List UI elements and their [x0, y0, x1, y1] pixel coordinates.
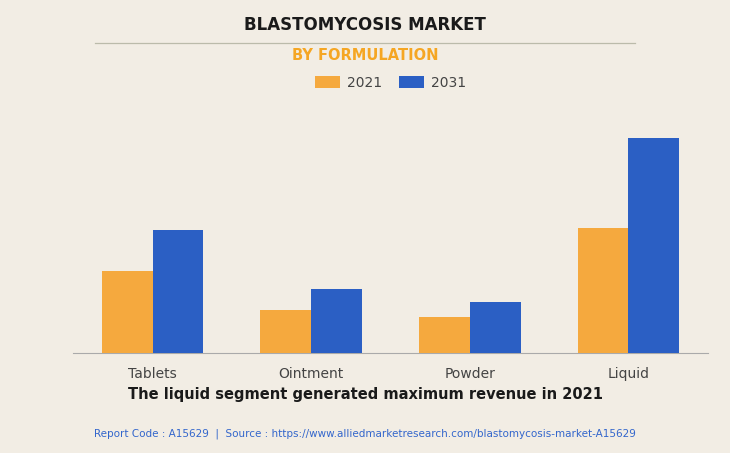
Legend: 2021, 2031: 2021, 2031 — [310, 70, 472, 96]
Text: Report Code : A15629  |  Source : https://www.alliedmarketresearch.com/blastomyc: Report Code : A15629 | Source : https://… — [94, 428, 636, 439]
Bar — [102, 271, 153, 353]
Bar — [419, 317, 470, 353]
Bar — [577, 228, 629, 353]
Text: BY FORMULATION: BY FORMULATION — [292, 48, 438, 63]
Text: BLASTOMYCOSIS MARKET: BLASTOMYCOSIS MARKET — [244, 16, 486, 34]
Bar — [311, 289, 362, 353]
Bar — [261, 310, 311, 353]
Bar — [470, 302, 520, 353]
Bar — [629, 138, 679, 353]
Text: The liquid segment generated maximum revenue in 2021: The liquid segment generated maximum rev… — [128, 387, 602, 402]
Bar — [153, 231, 204, 353]
